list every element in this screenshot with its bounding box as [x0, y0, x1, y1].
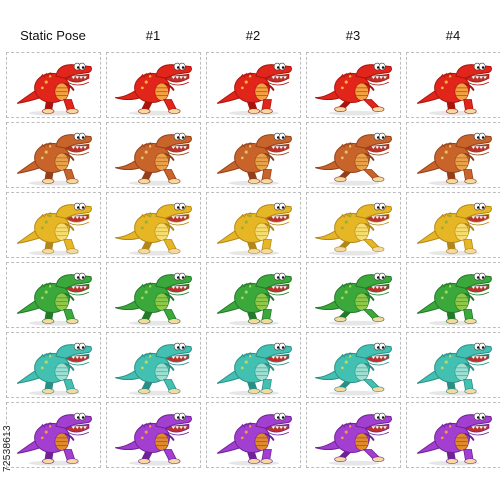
dinosaur-icon: [315, 202, 392, 256]
dinosaur-icon: [315, 62, 392, 116]
dinosaur-icon: [416, 342, 492, 396]
dinosaur-icon: [315, 412, 392, 466]
dinosaur-icon: [416, 412, 492, 466]
dino-purple-frame-3: [306, 402, 401, 468]
dino-orange-frame-3: [306, 122, 401, 188]
header-frame-4: #4: [445, 28, 461, 43]
dinosaur-icon: [216, 132, 292, 186]
dino-green-frame-4: [406, 262, 500, 328]
dino-red-static: [6, 52, 101, 118]
dinosaur-icon: [16, 412, 92, 466]
dino-orange-frame-2: [206, 122, 301, 188]
dino-teal-static: [6, 332, 101, 398]
header-frame-1: #1: [145, 28, 161, 43]
dino-green-frame-3: [306, 262, 401, 328]
dinosaur-icon: [315, 272, 392, 326]
dinosaur-icon: [115, 342, 192, 396]
dinosaur-icon: [115, 202, 192, 256]
dino-yellow-frame-1: [106, 192, 201, 258]
dino-red-frame-1: [106, 52, 201, 118]
dino-yellow-frame-3: [306, 192, 401, 258]
dinosaur-icon: [16, 62, 92, 116]
dinosaur-icon: [216, 202, 292, 256]
dinosaur-icon: [16, 132, 92, 186]
dino-teal-frame-4: [406, 332, 500, 398]
dino-teal-frame-1: [106, 332, 201, 398]
dino-yellow-frame-2: [206, 192, 301, 258]
dino-green-static: [6, 262, 101, 328]
dinosaur-icon: [16, 202, 92, 256]
dinosaur-icon: [416, 62, 492, 116]
dino-yellow-static: [6, 192, 101, 258]
dinosaur-icon: [216, 272, 292, 326]
dinosaur-icon: [416, 272, 492, 326]
dino-purple-frame-2: [206, 402, 301, 468]
dinosaur-icon: [115, 62, 192, 116]
dino-purple-static: [6, 402, 101, 468]
header-frame-2: #2: [245, 28, 261, 43]
dinosaur-icon: [315, 342, 392, 396]
dinosaur-icon: [315, 132, 392, 186]
dino-red-frame-2: [206, 52, 301, 118]
dinosaur-icon: [115, 132, 192, 186]
dinosaur-icon: [16, 342, 92, 396]
dino-red-frame-3: [306, 52, 401, 118]
dino-red-frame-4: [406, 52, 500, 118]
dino-purple-frame-1: [106, 402, 201, 468]
header-static-pose: Static Pose: [20, 28, 86, 43]
dino-orange-frame-1: [106, 122, 201, 188]
dino-teal-frame-3: [306, 332, 401, 398]
dino-yellow-frame-4: [406, 192, 500, 258]
dinosaur-icon: [115, 272, 192, 326]
dinosaur-icon: [416, 202, 492, 256]
dinosaur-icon: [216, 342, 292, 396]
dino-green-frame-2: [206, 262, 301, 328]
dinosaur-icon: [115, 412, 192, 466]
header-frame-3: #3: [345, 28, 361, 43]
dinosaur-icon: [216, 62, 292, 116]
dino-purple-frame-4: [406, 402, 500, 468]
dino-teal-frame-2: [206, 332, 301, 398]
dinosaur-icon: [416, 132, 492, 186]
stock-id-watermark: 72538613: [2, 425, 13, 472]
dinosaur-icon: [16, 272, 92, 326]
dino-green-frame-1: [106, 262, 201, 328]
dino-orange-static: [6, 122, 101, 188]
dino-orange-frame-4: [406, 122, 500, 188]
dinosaur-icon: [216, 412, 292, 466]
